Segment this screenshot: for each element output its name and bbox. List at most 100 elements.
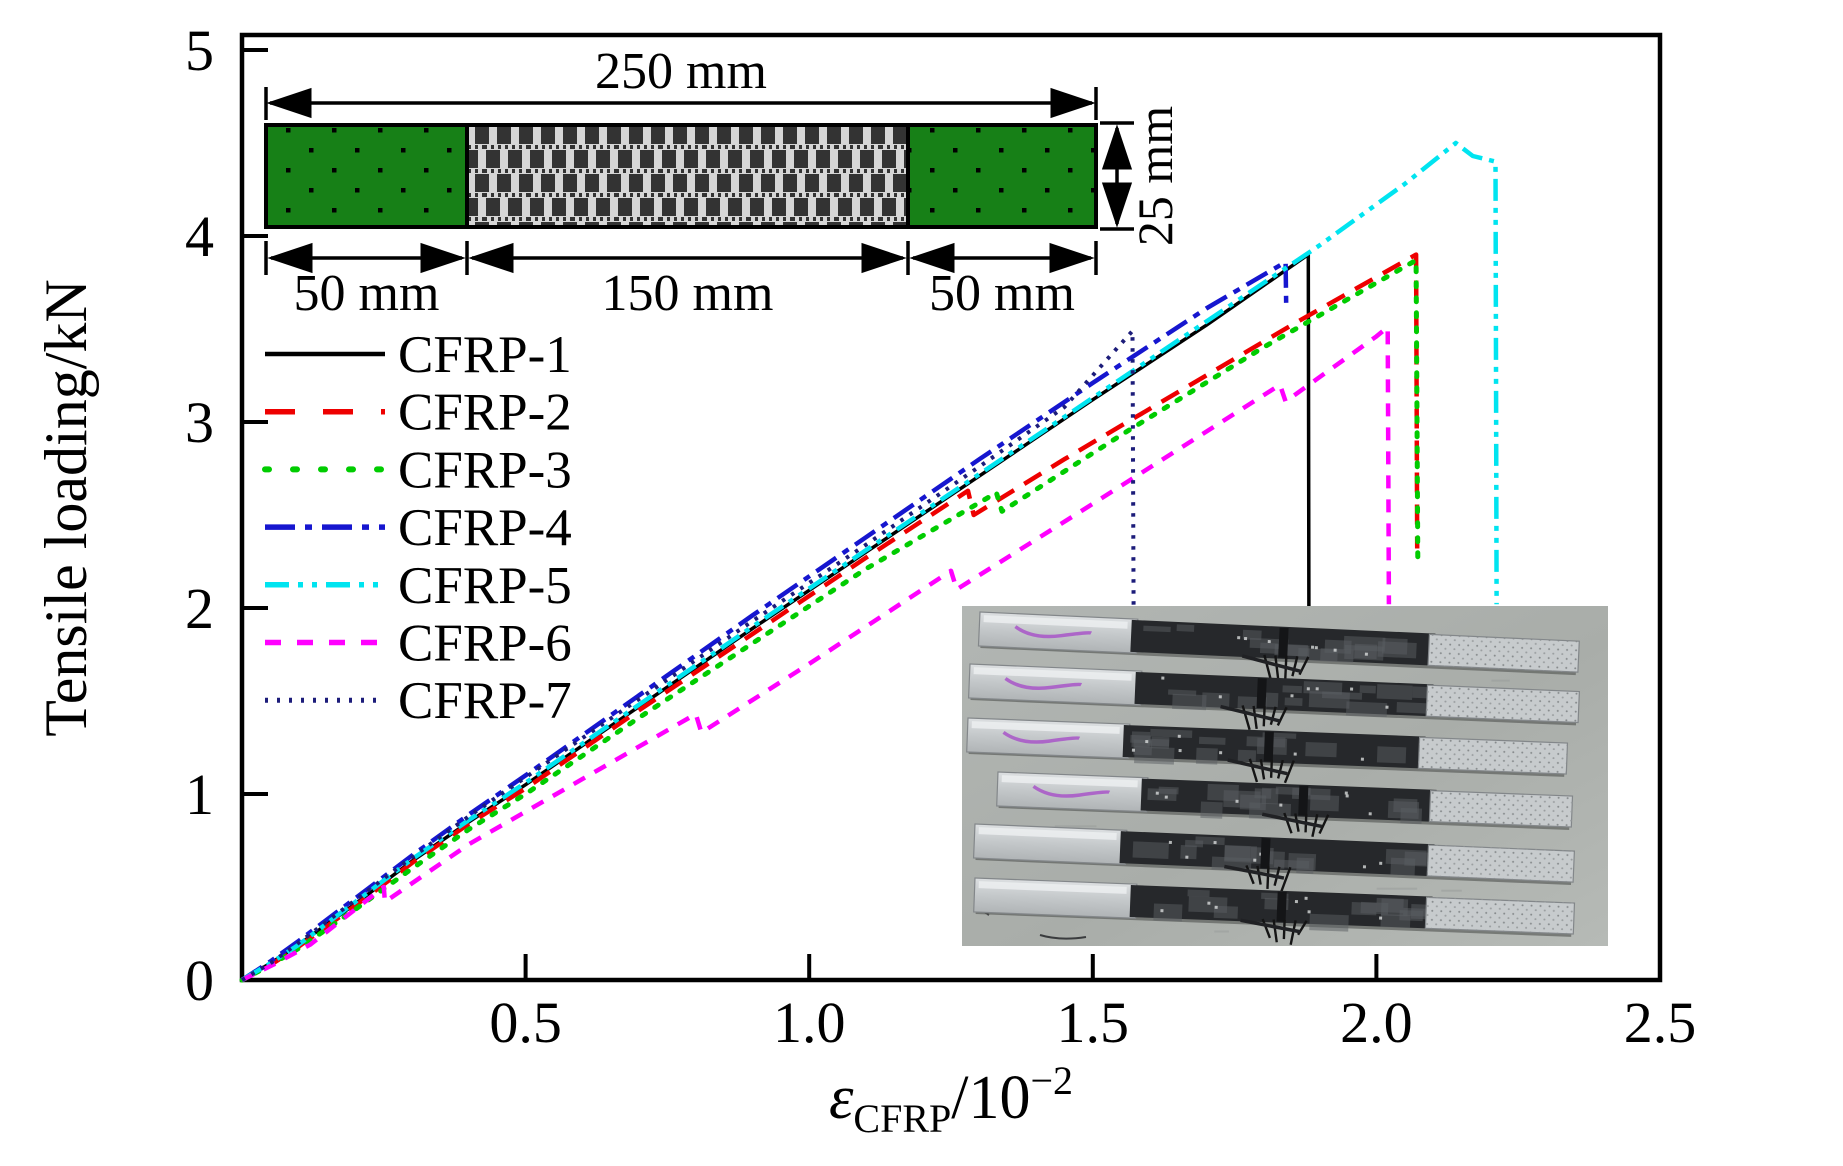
split-sliver <box>1220 704 1281 723</box>
dim-label: 150 mm <box>602 265 774 322</box>
glint <box>1293 752 1297 756</box>
weave-sheen <box>1284 697 1303 707</box>
x-axis-title: εCFRP/10−2 <box>829 1058 1073 1141</box>
legend: CFRP-1CFRP-2CFRP-3CFRP-4CFRP-5CFRP-6CFRP… <box>262 326 572 730</box>
legend-label-CFRP-2: CFRP-2 <box>398 384 572 442</box>
dim-label: 50 mm <box>294 265 440 322</box>
glint <box>1379 916 1383 920</box>
glint <box>1207 901 1211 905</box>
y-tick-label: 2 <box>185 576 214 641</box>
weave-sheen <box>1345 701 1388 718</box>
weave-sheen <box>1297 647 1338 662</box>
weave-sheen <box>1150 728 1193 739</box>
glint <box>1237 636 1241 640</box>
weave-sheen <box>1396 701 1433 714</box>
weave-sheen <box>1376 684 1413 701</box>
weave-sheen <box>1180 844 1197 860</box>
legend-label-CFRP-7: CFRP-7 <box>398 672 572 730</box>
frayed-fiber <box>1283 812 1293 834</box>
perforation-texture <box>1425 897 1575 935</box>
weave-sheen <box>1259 642 1279 654</box>
legend-label-CFRP-5: CFRP-5 <box>398 557 572 615</box>
legend-item: CFRP-3 <box>262 441 572 499</box>
dim-label-total: 250 mm <box>595 43 767 100</box>
frayed-fiber <box>1266 866 1270 889</box>
specimen-left-tab <box>264 123 469 229</box>
plot-frame <box>239 32 1663 983</box>
frayed-fiber <box>1241 705 1251 731</box>
break-gap <box>1260 838 1271 869</box>
legend-item: CFRP-5 <box>265 557 572 615</box>
glint <box>1315 687 1319 691</box>
photo-bench-mark <box>1441 889 1462 892</box>
dim-label-width: 25 mm <box>1127 106 1183 246</box>
specimen-strip <box>967 663 1581 731</box>
weave-sheen <box>1200 801 1223 819</box>
weave-sheen <box>1309 913 1349 932</box>
frayed-fiber <box>1269 706 1277 726</box>
specimen-diagram: 250 mm 50 mm 150 mm 50 mm 25 mm <box>264 43 1183 322</box>
frayed-fiber <box>1280 866 1292 892</box>
photo-bench-mark <box>1491 679 1510 682</box>
specimen-strip <box>996 771 1574 837</box>
weave-sheen <box>1143 625 1171 633</box>
y-axis-title: Tensile loading/kN <box>33 279 99 736</box>
perforation-texture <box>1418 737 1568 775</box>
weave-sheen <box>1184 839 1204 848</box>
glint <box>1253 858 1257 862</box>
glint <box>1235 799 1239 803</box>
frayed-fiber <box>1291 656 1299 677</box>
glint <box>1160 909 1164 913</box>
glint <box>1214 905 1218 909</box>
glint <box>1168 840 1172 844</box>
weave-sheen <box>1351 902 1377 916</box>
frayed-fiber <box>1283 760 1295 784</box>
x-tick-label: 2.0 <box>1340 990 1413 1055</box>
tab-sheen <box>983 615 1128 629</box>
perforation-texture <box>1427 845 1575 883</box>
glint <box>1178 749 1182 753</box>
curves <box>239 140 1499 983</box>
split-sliver <box>1224 864 1285 880</box>
frayed-fiber <box>1318 814 1330 835</box>
glint <box>1213 841 1217 845</box>
dim-label: 50 mm <box>929 265 1075 322</box>
frayed-fiber <box>1274 655 1280 680</box>
break-gap <box>1256 678 1267 709</box>
curve-CFRP-3 <box>239 257 1421 983</box>
specimen-strip <box>966 717 1569 784</box>
weave-sheen <box>1187 889 1210 898</box>
legend-label-CFRP-6: CFRP-6 <box>398 615 572 673</box>
glint <box>1185 855 1189 859</box>
split-sliver <box>1240 918 1301 934</box>
weave-sheen <box>1359 685 1376 694</box>
tab-sheen <box>973 667 1132 681</box>
weave-sheen <box>1201 692 1230 710</box>
glint <box>1345 794 1349 798</box>
y-tick-label: 5 <box>185 18 214 83</box>
y-tick-label: 3 <box>185 390 214 455</box>
legend-item: CFRP-1 <box>265 326 572 384</box>
tab-sheen <box>1001 775 1138 788</box>
legend-item: CFRP-4 <box>265 499 572 557</box>
legend-label-CFRP-3: CFRP-3 <box>398 441 572 499</box>
glint <box>1161 676 1165 680</box>
x-tick-label: 2.5 <box>1624 990 1697 1055</box>
glint <box>1304 896 1308 900</box>
frayed-fiber <box>1263 654 1273 682</box>
frayed-fiber <box>1276 759 1284 779</box>
curve-CFRP-2 <box>240 252 1420 982</box>
specimen-strip <box>977 611 1580 682</box>
weave-sheen <box>1198 736 1226 745</box>
marker-scribble <box>1032 784 1111 798</box>
break-gap <box>1263 731 1274 762</box>
weave-sheen <box>1134 746 1175 765</box>
weave-sheen <box>1172 693 1207 711</box>
glint <box>1290 694 1294 698</box>
tab-sheen <box>971 721 1120 734</box>
weave-sheen <box>1153 903 1183 922</box>
weave-sheen <box>1176 624 1195 632</box>
glint <box>1294 900 1299 904</box>
break-gap <box>1298 785 1309 816</box>
